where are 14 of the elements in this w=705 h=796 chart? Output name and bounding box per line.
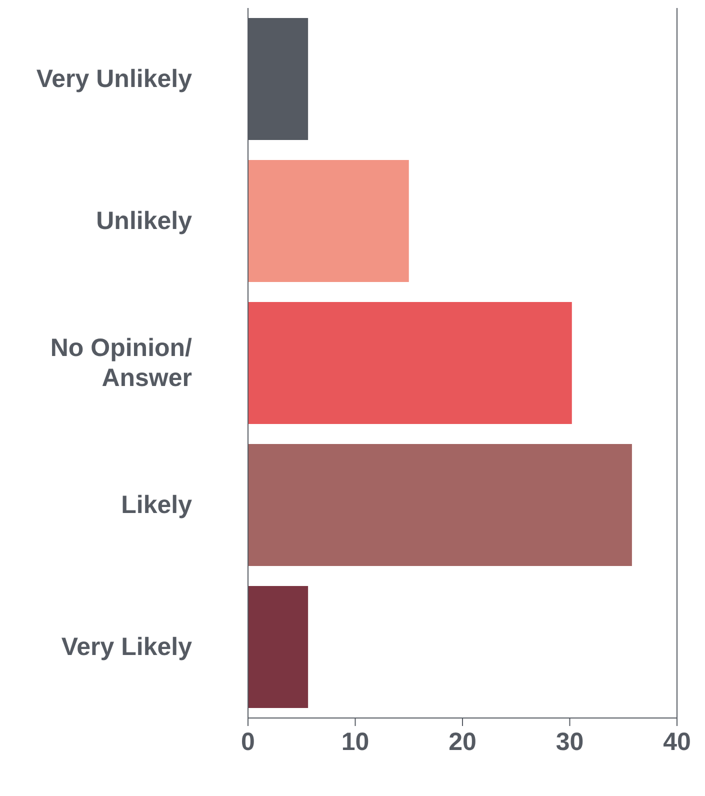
y-tick-label: Unlikely xyxy=(96,207,192,235)
bar xyxy=(248,160,409,282)
y-tick-label: No Opinion/ Answer xyxy=(50,334,192,392)
y-tick-label: Likely xyxy=(121,491,192,519)
x-tick-label: 10 xyxy=(341,728,370,756)
y-tick-label: Very Unlikely xyxy=(36,65,192,93)
x-tick-label: 0 xyxy=(241,728,255,756)
x-tick-label: 40 xyxy=(663,728,691,756)
bar xyxy=(248,302,572,424)
x-tick-label: 30 xyxy=(556,728,584,756)
x-tick-label: 20 xyxy=(448,728,476,756)
bar xyxy=(248,444,632,566)
bar xyxy=(248,586,308,708)
y-tick-label: Very Likely xyxy=(61,633,192,661)
